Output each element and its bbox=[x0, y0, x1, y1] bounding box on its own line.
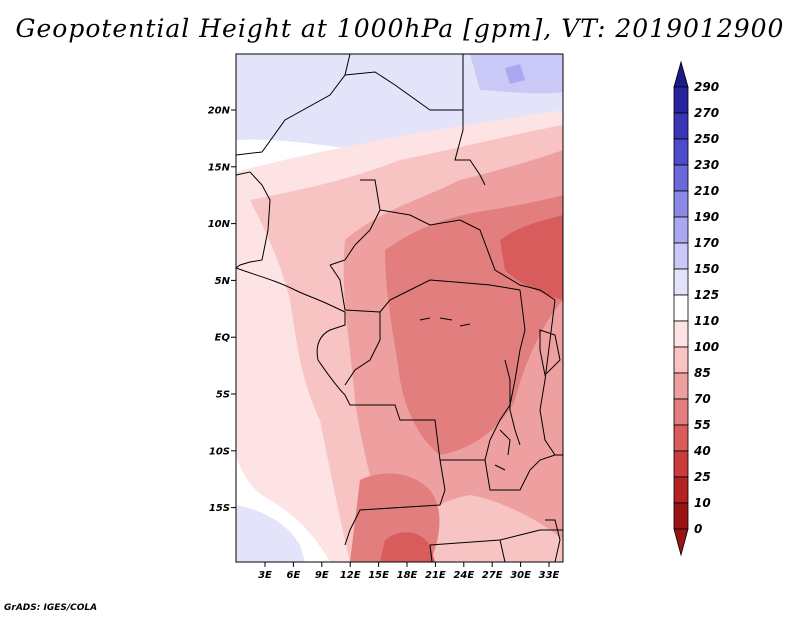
colorbar-segment bbox=[673, 268, 689, 296]
colorbar-segment bbox=[673, 450, 689, 478]
colorbar-label: 190 bbox=[694, 210, 719, 224]
longitude-axis: 3E 6E 9E 12E 15E 18E 21E 24E 27E 30E 33E bbox=[258, 562, 560, 581]
lon-tick-label: 12E bbox=[340, 570, 361, 581]
colorbar-segment bbox=[673, 502, 689, 530]
colorbar-label: 0 bbox=[694, 522, 702, 536]
colorbar-label: 25 bbox=[694, 470, 711, 484]
colorbar-segment bbox=[673, 242, 689, 270]
grads-credit: GrADS: IGES/COLA bbox=[4, 603, 98, 613]
colorbar: 2902702502302101901701501251101008570554… bbox=[673, 60, 719, 557]
colorbar-label: 55 bbox=[694, 418, 711, 432]
lon-tick-label: 27E bbox=[482, 570, 503, 581]
colorbar-label: 10 bbox=[694, 496, 711, 510]
colorbar-segment bbox=[673, 294, 689, 322]
colorbar-segment bbox=[673, 190, 689, 218]
colorbar-label: 230 bbox=[694, 158, 719, 172]
colorbar-label: 70 bbox=[694, 392, 711, 406]
lon-tick-label: 21E bbox=[425, 570, 446, 581]
colorbar-label: 85 bbox=[694, 366, 711, 380]
colorbar-segment bbox=[673, 346, 689, 374]
colorbar-segment bbox=[673, 216, 689, 244]
lat-tick-label: EQ bbox=[215, 333, 231, 344]
lat-tick-label: 5S bbox=[216, 390, 230, 401]
map-frame bbox=[235, 53, 564, 563]
colorbar-label: 150 bbox=[694, 262, 719, 276]
lat-tick-label: 5N bbox=[215, 276, 231, 287]
lon-tick-label: 15E bbox=[368, 570, 389, 581]
colorbar-segment bbox=[673, 86, 689, 114]
colorbar-bottom-arrow bbox=[673, 528, 689, 557]
country-boundaries bbox=[236, 54, 563, 562]
height-field bbox=[236, 54, 563, 562]
colorbar-label: 250 bbox=[694, 132, 719, 146]
lon-tick-label: 18E bbox=[397, 570, 418, 581]
colorbar-label: 290 bbox=[694, 80, 719, 94]
colorbar-segment bbox=[673, 424, 689, 452]
colorbar-label: 170 bbox=[694, 236, 719, 250]
colorbar-segment bbox=[673, 320, 689, 348]
colorbar-segment bbox=[673, 112, 689, 140]
lat-tick-label: 10N bbox=[208, 219, 231, 230]
lon-tick-label: 9E bbox=[315, 570, 329, 581]
colorbar-segment bbox=[673, 476, 689, 504]
colorbar-top-arrow bbox=[673, 60, 689, 88]
colorbar-segment bbox=[673, 138, 689, 166]
lon-tick-label: 6E bbox=[287, 570, 301, 581]
colorbar-label: 270 bbox=[694, 106, 719, 120]
colorbar-segment bbox=[673, 164, 689, 192]
latitude-axis: 20N 15N 10N 5N EQ 5S 10S 15S bbox=[208, 106, 236, 514]
colorbar-label: 40 bbox=[693, 444, 711, 458]
lat-tick-label: 15N bbox=[208, 162, 231, 173]
lon-tick-label: 24E bbox=[453, 570, 474, 581]
colorbar-segment bbox=[673, 398, 689, 426]
map-title: Geopotential Height at 1000hPa [gpm], VT… bbox=[15, 14, 785, 43]
lon-tick-label: 3E bbox=[258, 570, 272, 581]
colorbar-label: 110 bbox=[694, 314, 719, 328]
lat-tick-label: 20N bbox=[208, 106, 231, 117]
lat-tick-label: 10S bbox=[209, 446, 230, 457]
lon-tick-label: 33E bbox=[539, 570, 560, 581]
colorbar-label: 125 bbox=[694, 288, 719, 302]
colorbar-label: 100 bbox=[694, 340, 719, 354]
colorbar-label: 210 bbox=[694, 184, 719, 198]
lat-tick-label: 15S bbox=[209, 503, 230, 514]
colorbar-segment bbox=[673, 372, 689, 400]
lon-tick-label: 30E bbox=[510, 570, 531, 581]
